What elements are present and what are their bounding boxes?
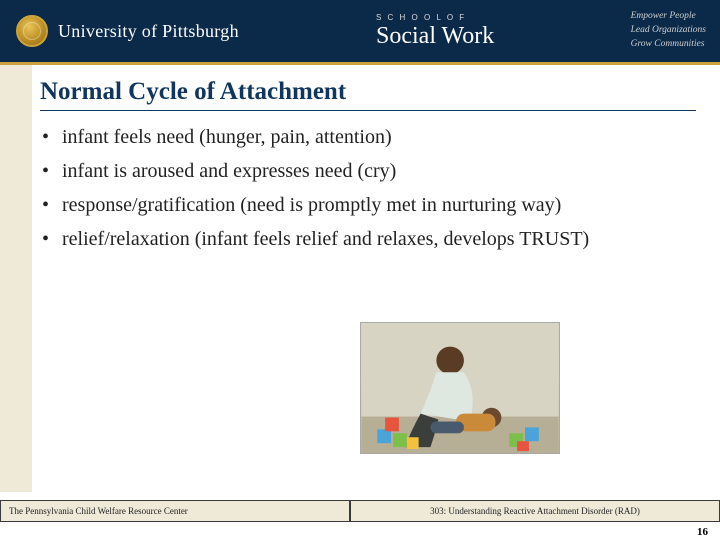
- tagline-3: Grow Communities: [631, 38, 706, 52]
- bullet-item: relief/relaxation (infant feels relief a…: [40, 225, 696, 253]
- university-seal-icon: [16, 15, 48, 47]
- header-banner: University of Pittsburgh S C H O O L O F…: [0, 0, 720, 62]
- bullet-list: infant feels need (hunger, pain, attenti…: [40, 123, 696, 253]
- bullet-item: infant feels need (hunger, pain, attenti…: [40, 123, 696, 151]
- slide-title: Normal Cycle of Attachment: [40, 78, 696, 106]
- school-name: Social Work: [376, 24, 494, 48]
- slide-content: Normal Cycle of Attachment infant feels …: [40, 78, 696, 259]
- photo-placeholder-icon: [361, 323, 559, 453]
- bullet-item: infant is aroused and expresses need (cr…: [40, 157, 696, 185]
- university-name: University of Pittsburgh: [58, 21, 239, 42]
- banner-school: S C H O O L O F Social Work: [370, 0, 494, 62]
- footer-left: The Pennsylvania Child Welfare Resource …: [0, 500, 350, 522]
- bullet-item: response/gratification (need is promptly…: [40, 191, 696, 219]
- banner-tagline: Empower People Lead Organizations Grow C…: [631, 10, 706, 51]
- tagline-1: Empower People: [631, 10, 706, 24]
- content-photo: [360, 322, 560, 454]
- gold-divider: [0, 62, 720, 65]
- school-of-label: S C H O O L O F: [376, 14, 494, 22]
- tagline-2: Lead Organizations: [631, 24, 706, 38]
- page-number: 16: [697, 526, 708, 538]
- footer-bar: The Pennsylvania Child Welfare Resource …: [0, 500, 720, 522]
- footer-right: 303: Understanding Reactive Attachment D…: [350, 500, 720, 522]
- left-side-strip: [0, 65, 32, 492]
- banner-left: University of Pittsburgh: [0, 0, 370, 62]
- title-rule: [40, 110, 696, 111]
